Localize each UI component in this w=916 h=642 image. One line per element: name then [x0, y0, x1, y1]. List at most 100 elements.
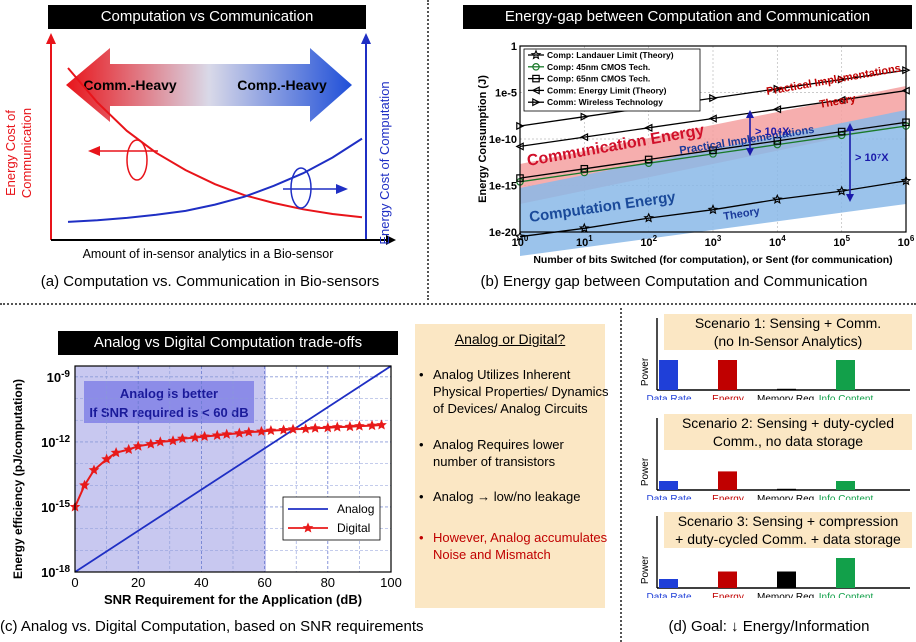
panel-b-title: Energy-gap between Computation and Commu…	[463, 5, 912, 29]
y-left-label: Energy Cost of Communication	[3, 107, 34, 199]
scenario-bar	[836, 360, 855, 390]
ann-theory-bottom: Theory	[723, 205, 762, 223]
bullet-item: However, Analog accumulates Noise and Mi…	[419, 529, 609, 563]
series-point-3	[644, 123, 653, 133]
gap-small-arrowhead-top	[746, 110, 754, 118]
y-tick-label: 10-18	[41, 564, 70, 580]
panel-c-legend: Analog Digital	[282, 496, 381, 541]
digital-point	[243, 426, 255, 437]
gap-large-arrowhead-top	[846, 123, 854, 131]
y-tick-label: 10-15	[41, 499, 70, 515]
panel-c-title: Analog vs Digital Computation trade-offs	[58, 331, 398, 355]
series-point-2	[580, 164, 589, 173]
x-tick-label: 100	[380, 575, 402, 590]
legend-label: Analog	[337, 502, 374, 516]
scenario-y-label: Power	[640, 555, 651, 584]
x-tick-label: 80	[321, 575, 335, 590]
box-title: Analog or Digital?	[454, 331, 566, 347]
digital-point	[287, 423, 299, 434]
scenario-bar	[836, 481, 855, 490]
legend-label: Comp: 45nm CMOS Tech.	[547, 62, 650, 72]
scenario-y-label: Power	[640, 457, 651, 486]
vertical-divider-bottom	[620, 308, 622, 642]
digital-point	[79, 479, 90, 490]
series-line-4	[519, 69, 907, 127]
digital-point	[331, 421, 343, 432]
x-tick-label: 104	[769, 234, 786, 249]
scenario-bar-label: Energy	[712, 592, 744, 598]
comp-curve-marker-arrowhead	[336, 184, 348, 194]
y-right-label: Energy Cost of Computation	[377, 81, 392, 245]
scenario-bar	[836, 558, 855, 588]
scenario-title-line1: Scenario 2: Sensing + duty-cycled	[681, 415, 895, 431]
series-point-4	[580, 112, 589, 121]
digital-point	[221, 428, 233, 439]
series-point-2	[644, 155, 653, 164]
scenario-bar	[777, 571, 796, 588]
panel-c-grid	[75, 366, 391, 573]
panel-c-x-label: SNR Requirement for the Application (dB)	[104, 592, 362, 607]
legend-box	[523, 48, 701, 112]
series-point-4	[837, 75, 847, 84]
scenario-title: Scenario 1: Sensing + Comm. (no In-Sensor…	[664, 314, 912, 350]
comm-curve-marker-arrowhead	[88, 146, 100, 156]
scenario-title-line2: Comm., no data storage	[712, 433, 864, 449]
digital-point	[189, 431, 201, 443]
digital-point	[154, 436, 166, 447]
legend-marker	[532, 62, 540, 71]
digital-point	[265, 424, 277, 436]
scenario-title-line2: + duty-cycled Comm. + data storage	[675, 531, 901, 547]
gap-large-arrowhead-bottom	[846, 194, 854, 202]
comp-cost-curve	[67, 137, 363, 223]
legend-label: Comm: Energy Limit (Theory)	[547, 85, 667, 95]
vertical-divider-top	[427, 0, 429, 300]
series-point-4	[709, 93, 718, 103]
scenario-bar	[659, 481, 678, 490]
scenario-bar-label: Memory Req.	[757, 592, 817, 598]
scenario-bar-label: Data Rate	[646, 494, 691, 500]
scenario-chart: Power Data Rate Energy Memory Req. Info Cont…	[640, 516, 910, 598]
scenario-bar-label: Memory Req.	[757, 494, 817, 500]
scenario-bar	[659, 579, 678, 588]
series-point-0	[643, 212, 655, 223]
series-line-0	[519, 180, 907, 238]
panel-b-x-label: Number of bits Switched (for computation…	[533, 254, 892, 266]
y-tick-label: 10-9	[47, 369, 71, 385]
series-line-3	[519, 89, 907, 148]
x-tick-label: 20	[131, 575, 145, 590]
digital-point	[309, 422, 321, 433]
series-point-0	[771, 193, 783, 204]
digital-point	[366, 419, 378, 431]
scenario-bar-label: Info Content	[819, 394, 874, 400]
panel-d-caption: (d) Goal: ↓ Energy/Information	[668, 618, 870, 635]
scenario-title: Scenario 2: Sensing + duty-cycled Comm., …	[664, 414, 912, 450]
scenario-chart: Power Data Rate Energy Memory Req. Info Cont…	[640, 418, 910, 500]
digital-point	[376, 419, 387, 430]
digital-point	[110, 447, 122, 458]
panel-a-right-axis-arrow	[361, 33, 371, 44]
digital-point	[278, 424, 289, 435]
comp-curve-marker-ellipse	[290, 167, 312, 209]
digital-point	[199, 430, 210, 442]
series-point-0	[836, 185, 848, 196]
panel-b-axes: 100 101 102 103 104 105 106 1e-20 1e-15 1e-10 1e-5…	[477, 41, 915, 266]
series-point-2	[709, 146, 717, 154]
digital-point	[344, 421, 356, 432]
digital-point	[101, 453, 112, 464]
panel-b-series	[514, 66, 912, 242]
x-tick-label: 105	[833, 234, 850, 249]
legend-marker	[530, 49, 542, 60]
series-line-2	[519, 121, 907, 179]
gap-small-arrowhead-bottom	[746, 148, 754, 156]
scenario-chart: Power Data Rate Energy Memory Req. Info Cont…	[640, 318, 910, 400]
arrow-right-label: Comp.-Heavy	[237, 77, 327, 93]
y-tick-label: 1	[511, 41, 517, 53]
x-tick-label: 103	[705, 234, 722, 249]
scenario-bar	[718, 360, 737, 390]
panel-a-x-axis-arrow	[386, 235, 396, 245]
series-point-3	[579, 132, 589, 142]
scenario-bar	[659, 360, 678, 390]
scenario-bar-label: Data Rate	[646, 394, 691, 400]
digital-point	[211, 429, 223, 440]
y-tick-label: 1e-10	[489, 134, 517, 146]
